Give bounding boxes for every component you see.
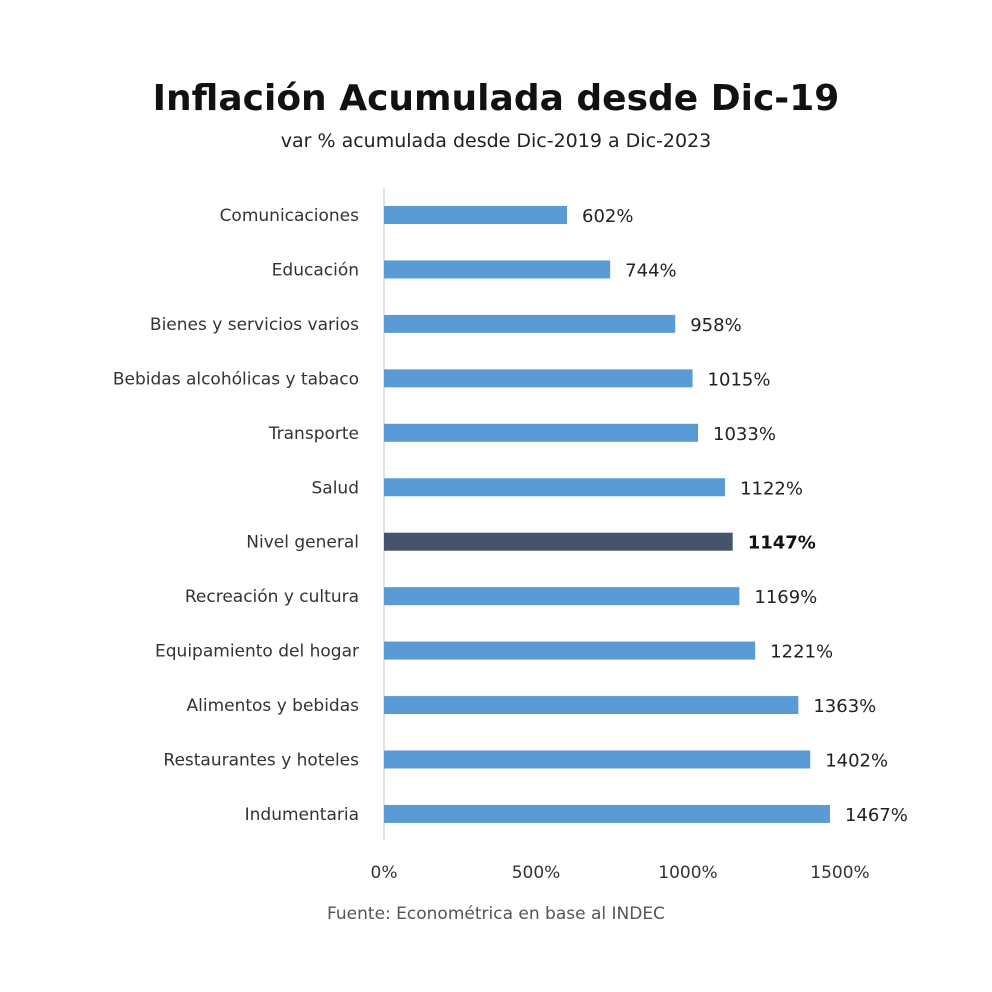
- category-label: Salud: [312, 478, 360, 498]
- value-label: 1169%: [754, 587, 817, 608]
- bar: [384, 641, 756, 660]
- bar: [384, 369, 693, 388]
- bar: [384, 206, 568, 224]
- chart-source: Fuente: Econométrica en base al INDEC: [327, 904, 665, 924]
- value-label: 602%: [582, 206, 633, 227]
- value-label: 1363%: [813, 696, 876, 717]
- x-tick-label: 500%: [512, 863, 561, 883]
- bar: [384, 532, 733, 551]
- category-label: Restaurantes y hoteles: [163, 751, 359, 771]
- category-label: Equipamiento del hogar: [155, 642, 359, 662]
- category-label: Bebidas alcohólicas y tabaco: [113, 369, 359, 389]
- category-label: Comunicaciones: [220, 206, 360, 226]
- category-label: Indumentaria: [245, 805, 359, 825]
- bar: [384, 423, 699, 442]
- value-label: 1467%: [845, 805, 908, 826]
- value-label: 958%: [690, 315, 741, 336]
- category-label: Alimentos y bebidas: [187, 696, 360, 716]
- value-label: 1402%: [825, 751, 888, 772]
- bar: [384, 696, 799, 715]
- x-tick-label: 0%: [371, 863, 398, 883]
- bar: [384, 750, 811, 769]
- chart-subtitle: var % acumulada desde Dic-2019 a Dic-202…: [280, 130, 712, 152]
- chart-title: Inflación Acumulada desde Dic-19: [152, 78, 840, 119]
- bar: [384, 314, 676, 333]
- value-label: 1015%: [708, 369, 771, 390]
- value-label: 744%: [625, 260, 676, 281]
- value-label: 1033%: [713, 424, 776, 445]
- category-label: Recreación y cultura: [185, 587, 359, 607]
- category-label: Bienes y servicios varios: [150, 315, 359, 335]
- bar: [384, 587, 740, 606]
- value-label: 1147%: [748, 533, 816, 554]
- x-tick-label: 1500%: [810, 863, 869, 883]
- bar: [384, 478, 726, 497]
- value-label: 1221%: [770, 642, 833, 663]
- bar: [384, 260, 611, 279]
- category-label: Nivel general: [246, 533, 359, 553]
- bar: [384, 804, 830, 823]
- category-label: Transporte: [268, 424, 359, 444]
- category-label: Educación: [272, 260, 359, 280]
- value-label: 1122%: [740, 478, 803, 499]
- x-tick-label: 1000%: [658, 863, 717, 883]
